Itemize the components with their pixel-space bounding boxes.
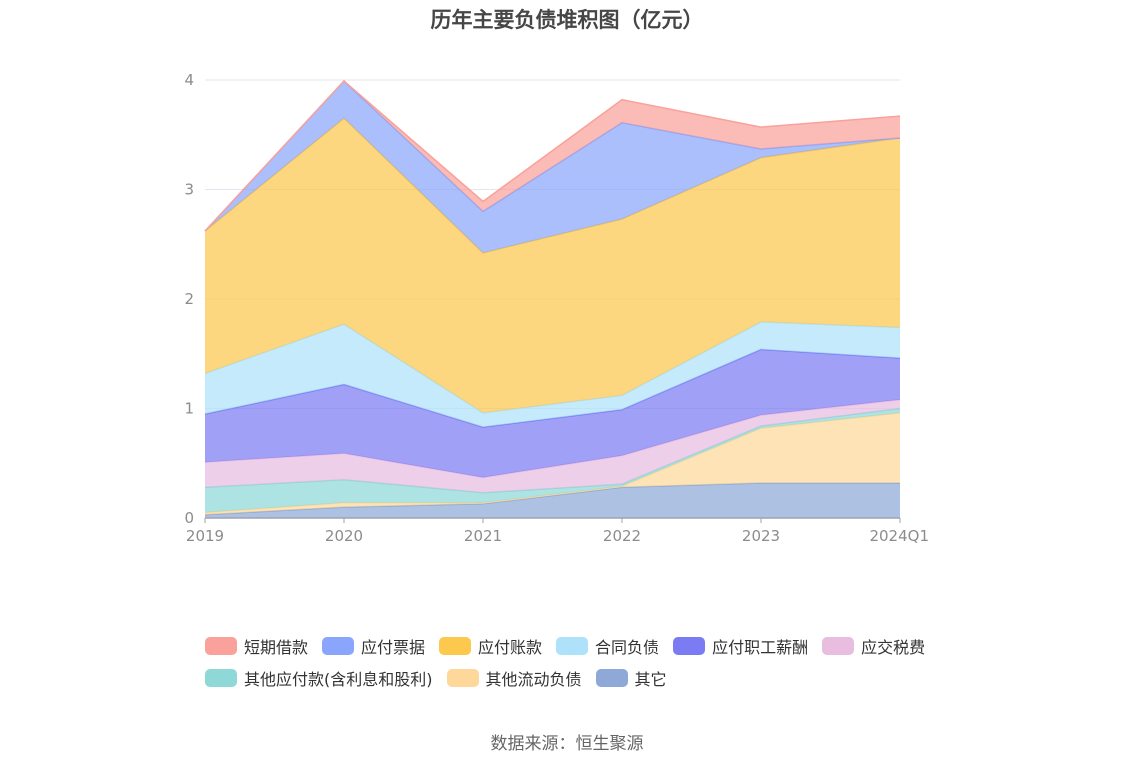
- area-其它[interactable]: [205, 483, 900, 518]
- legend-label: 其它: [634, 670, 667, 689]
- y-tick-label: 0: [184, 509, 194, 527]
- legend-swatch: [205, 669, 237, 687]
- x-tick-label: 2023: [742, 527, 780, 545]
- legend-swatch: [322, 637, 355, 655]
- legend-item[interactable]: 合同负债: [556, 634, 659, 658]
- legend-label: 应付职工薪酬: [712, 638, 809, 657]
- legend-row: 短期借款 应付票据 应付账款 合同负债 应付职工薪酬 应交税费: [205, 630, 965, 662]
- x-tick-label: 2024Q1: [869, 527, 929, 545]
- legend-item[interactable]: 应交税费: [822, 634, 925, 658]
- x-tick-label: 2022: [603, 527, 641, 545]
- legend-item[interactable]: 短期借款: [205, 634, 308, 658]
- series-line-其他应付款(含利息和股利): [204, 407, 901, 494]
- x-tick-label: 2020: [325, 527, 363, 545]
- chart-title: 历年主要负债堆积图（亿元）: [430, 8, 704, 32]
- area-应付职工薪酬[interactable]: [205, 349, 900, 478]
- legend-row: 其他应付款(含利息和股利) 其他流动负债 其它: [205, 662, 965, 694]
- y-tick-label: 4: [184, 71, 194, 89]
- area-合同负债[interactable]: [205, 322, 900, 428]
- series-line-短期借款: [204, 80, 901, 232]
- legend-swatch: [673, 637, 706, 655]
- legend-label: 短期借款: [244, 638, 309, 657]
- x-tick-label: 2019: [186, 527, 224, 545]
- legend-swatch: [446, 669, 479, 687]
- area-应付票据[interactable]: [205, 81, 900, 253]
- legend-label: 应付票据: [361, 638, 426, 657]
- legend-swatch: [205, 637, 237, 655]
- legend-item[interactable]: 应付账款: [439, 634, 542, 658]
- chart-plot: 0 1 2 3 4 2019 2020 2021 2022 2023 2024Q1: [184, 71, 929, 545]
- legend-item[interactable]: 其他流动负债: [446, 666, 582, 690]
- area-layer: [204, 80, 901, 518]
- area-其他应付款(含利息和股利)[interactable]: [205, 408, 900, 513]
- axis-layer: 0 1 2 3 4 2019 2020 2021 2022 2023 2024Q1: [184, 71, 929, 545]
- y-tick-label: 1: [184, 400, 194, 418]
- legend-swatch: [822, 637, 855, 655]
- y-tick-label: 2: [184, 290, 194, 308]
- legend-label: 合同负债: [595, 638, 660, 657]
- legend-item[interactable]: 其他应付款(含利息和股利): [205, 666, 433, 690]
- legend-label: 应付账款: [478, 638, 543, 657]
- source-note: 数据来源：恒生聚源: [490, 734, 644, 754]
- area-短期借款[interactable]: [205, 81, 900, 232]
- legend-item[interactable]: 应付职工薪酬: [673, 634, 808, 658]
- legend-swatch: [439, 637, 472, 655]
- legend-label: 其他流动负债: [485, 670, 582, 689]
- legend-swatch: [595, 669, 628, 687]
- area-应交税费[interactable]: [205, 399, 900, 493]
- legend-label: 其他应付款(含利息和股利): [244, 670, 433, 689]
- y-tick-label: 3: [184, 181, 194, 199]
- legend-label: 应交税费: [861, 638, 926, 657]
- area-应付账款[interactable]: [205, 118, 900, 413]
- x-tick-label: 2021: [464, 527, 502, 545]
- legend-swatch: [556, 637, 589, 655]
- legend-item[interactable]: 其它: [595, 666, 667, 690]
- legend: 短期借款 应付票据 应付账款 合同负债 应付职工薪酬 应交税费 其他应付款(含利息和股利) 其…: [205, 630, 965, 694]
- area-其他流动负债[interactable]: [205, 412, 900, 515]
- legend-item[interactable]: 应付票据: [322, 634, 425, 658]
